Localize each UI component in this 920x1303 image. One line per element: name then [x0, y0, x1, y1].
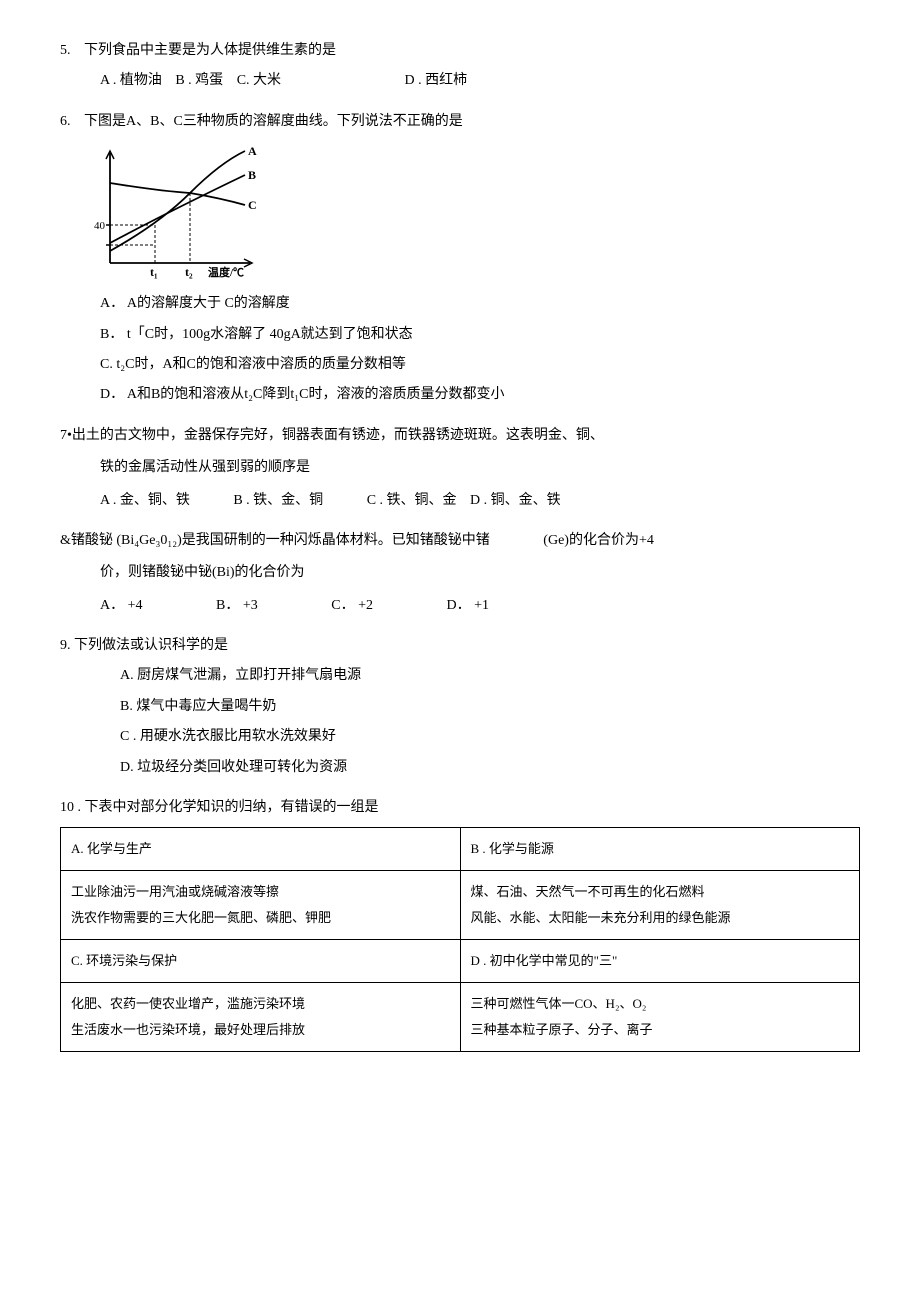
cell-d-body: 三种可燃性气体一CO、H₂、O₂三种基本粒子原子、分子、离子: [460, 983, 860, 1052]
label-b: B: [248, 168, 256, 182]
q6-opt-b: B． t「C时，100g水溶解了 40gA就达到了饱和状态: [100, 324, 860, 346]
cell-c-header: C. 环境污染与保护: [61, 940, 461, 983]
q7-text: •出土的古文物中，金器保存完好，铜器表面有锈迹，而铁器锈迹斑斑。这表明金、铜、: [67, 428, 604, 443]
cell-b-header: B . 化学与能源: [460, 828, 860, 871]
q7-cont: 铁的金属活动性从强到弱的顺序是: [100, 457, 860, 479]
curve-a: [110, 151, 245, 251]
q8-text2: (Ge)的化合价为+4: [543, 533, 654, 548]
q5-opt-a: A . 植物油: [100, 70, 162, 92]
q5-opt-b: B . 鸡蛋: [175, 70, 223, 92]
q7-number: 7: [60, 428, 67, 443]
q6-text: 下图是A、B、C三种物质的溶解度曲线。下列说法不正确的是: [84, 114, 463, 129]
q6-opt-a: A． A的溶解度大于 C的溶解度: [100, 293, 860, 315]
q8-number: &: [60, 533, 71, 548]
q8-opt-a: A． +4: [100, 595, 143, 617]
cell-d-header: D . 初中化学中常见的"三": [460, 940, 860, 983]
q8-opt-d: D． +1: [446, 595, 489, 617]
label-a: A: [248, 144, 257, 158]
table-row: A. 化学与生产 B . 化学与能源: [61, 828, 860, 871]
table-row: C. 环境污染与保护 D . 初中化学中常见的"三": [61, 940, 860, 983]
question-6: 6. 下图是A、B、C三种物质的溶解度曲线。下列说法不正确的是 40 A B C…: [60, 111, 860, 407]
q7-opt-b: B . 铁、金、铜: [233, 490, 323, 512]
question-7: 7•出土的古文物中，金器保存完好，铜器表面有锈迹，而铁器锈迹斑斑。这表明金、铜、…: [60, 425, 860, 512]
q7-opt-d: D . 铜、金、铁: [470, 490, 561, 512]
q7-opt-a: A . 金、铜、铁: [100, 490, 190, 512]
q9-number: 9.: [60, 638, 71, 653]
cell-c-body: 化肥、农药一使农业增产，滥施污染环境生活废水一也污染环境，最好处理后排放: [61, 983, 461, 1052]
q10-table: A. 化学与生产 B . 化学与能源 工业除油污一用汽油或烧碱溶液等擦洗农作物需…: [60, 827, 860, 1052]
cell-a-header: A. 化学与生产: [61, 828, 461, 871]
q10-text: 下表中对部分化学知识的归纳，有错误的一组是: [85, 800, 379, 815]
question-8: &锗酸铋 (Bi₄Ge₃0₁₂)是我国研制的一种闪烁晶体材料。已知锗酸铋中锗 (…: [60, 530, 860, 617]
question-9: 9. 下列做法或认识科学的是 A. 厨房煤气泄漏，立即打开排气扇电源 B. 煤气…: [60, 635, 860, 779]
cell-a-body: 工业除油污一用汽油或烧碱溶液等擦洗农作物需要的三大化肥一氮肥、磷肥、钾肥: [61, 871, 461, 940]
table-row: 工业除油污一用汽油或烧碱溶液等擦洗农作物需要的三大化肥一氮肥、磷肥、钾肥 煤、石…: [61, 871, 860, 940]
q7-opt-c: C . 铁、铜、金: [367, 490, 457, 512]
q8-opt-b: B． +3: [216, 595, 258, 617]
question-10: 10 . 下表中对部分化学知识的归纳，有错误的一组是 A. 化学与生产 B . …: [60, 797, 860, 1052]
q5-text: 下列食品中主要是为人体提供维生素的是: [84, 43, 336, 58]
q5-opt-c: C. 大米: [237, 70, 281, 92]
question-5: 5. 下列食品中主要是为人体提供维生素的是 A . 植物油 B . 鸡蛋 C. …: [60, 40, 860, 93]
q7-options: A . 金、铜、铁 B . 铁、金、铜 C . 铁、铜、金 D . 铜、金、铁: [100, 490, 860, 512]
q6-opt-c: C. t₂C时，A和C的饱和溶液中溶质的质量分数相等: [100, 354, 860, 376]
q5-options: A . 植物油 B . 鸡蛋 C. 大米 D . 西红柿: [100, 70, 860, 92]
x-axis-label: 温度/℃: [208, 265, 244, 279]
q8-options: A． +4 B． +3 C． +2 D． +1: [100, 595, 860, 617]
q9-opt-d: D. 垃圾经分类回收处理可转化为资源: [120, 757, 860, 779]
table-row: 化肥、农药一使农业增产，滥施污染环境生活废水一也污染环境，最好处理后排放 三种可…: [61, 983, 860, 1052]
q8-cont: 价，则锗酸铋中铋(Bi)的化合价为: [100, 562, 860, 584]
q9-opt-a: A. 厨房煤气泄漏，立即打开排气扇电源: [120, 665, 860, 687]
x-tick-t2: t₂: [185, 265, 193, 279]
cell-b-body: 煤、石油、天然气一不可再生的化石燃料风能、水能、太阳能一未充分利用的绿色能源: [460, 871, 860, 940]
q6-opt-d: D． A和B的饱和溶液从t₂C降到t₁C时，溶液的溶质质量分数都变小: [100, 384, 860, 406]
solubility-chart: 40 A B C t₁ t₂ 温度/℃: [80, 143, 260, 283]
curve-c: [110, 183, 245, 205]
curve-b: [110, 175, 245, 243]
q8-opt-c: C． +2: [331, 595, 373, 617]
q5-opt-d: D . 西红柿: [405, 70, 468, 92]
q10-number: 10 .: [60, 800, 81, 815]
x-tick-t1: t₁: [150, 265, 158, 279]
q8-text: 锗酸铋 (Bi₄Ge₃0₁₂)是我国研制的一种闪烁晶体材料。已知锗酸铋中锗: [71, 533, 490, 548]
q9-opt-c: C . 用硬水洗衣服比用软水洗效果好: [120, 726, 860, 748]
q9-text: 下列做法或认识科学的是: [74, 638, 228, 653]
q6-number: 6.: [60, 114, 71, 129]
q9-opt-b: B. 煤气中毒应大量喝牛奶: [120, 696, 860, 718]
q5-number: 5.: [60, 43, 71, 58]
label-c: C: [248, 198, 257, 212]
y-tick-upper: 40: [94, 220, 106, 232]
